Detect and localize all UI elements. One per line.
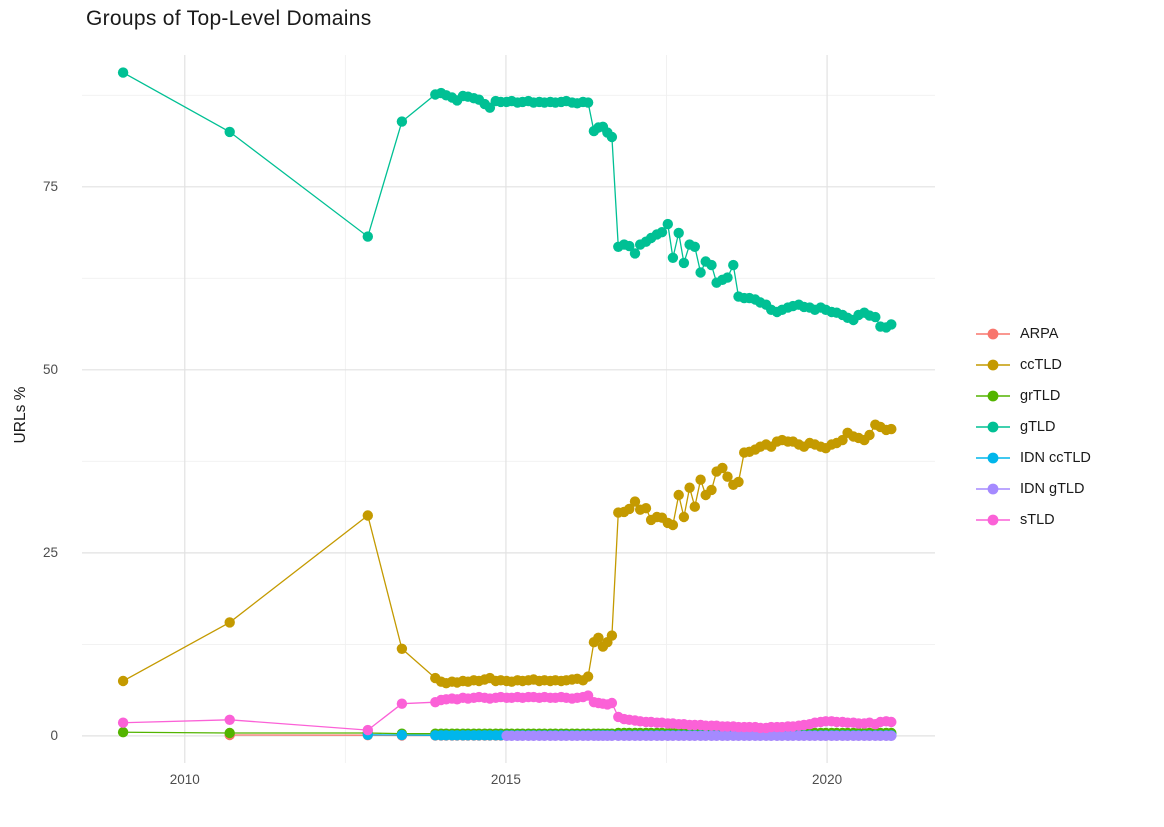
series-point-stld — [396, 698, 408, 709]
series-point-cctld — [689, 501, 700, 512]
series-point-gtld — [396, 116, 408, 127]
series-point-gtld — [117, 67, 129, 78]
series-point-gtld — [629, 248, 641, 259]
legend-key-icon — [976, 452, 1010, 463]
legend-item-gtld: gTLD — [976, 411, 1091, 442]
series-point-gtld — [678, 257, 690, 269]
y-tick-label: 0 — [50, 727, 58, 743]
legend-key-icon — [976, 421, 1010, 432]
series-point-cctld — [593, 632, 604, 643]
series-point-grtld — [117, 727, 129, 738]
x-tick-label: 2010 — [169, 772, 200, 787]
series-point-cctld — [362, 510, 373, 521]
series-point-stld — [117, 717, 129, 728]
series-point-cctld — [733, 476, 744, 488]
series-point-cctld — [224, 617, 235, 628]
series-point-cctld — [673, 489, 684, 501]
legend-label: ccTLD — [1020, 356, 1062, 373]
legend-item-idn-cctld: IDN ccTLD — [976, 442, 1091, 473]
series-line-gtld — [122, 72, 892, 329]
series-point-gtld — [886, 319, 897, 330]
series-point-idn-gtld — [886, 730, 897, 741]
series-point-cctld — [684, 482, 695, 493]
legend-key-icon — [976, 390, 1010, 401]
series-point-gtld — [662, 218, 673, 230]
legend-key-icon — [976, 328, 1010, 339]
legend-label: IDN gTLD — [1020, 480, 1085, 497]
legend: ARPA ccTLD grTLD gTLD IDN ccTLD IDN gTLD sTLD — [976, 318, 1091, 535]
x-tick-label: 2015 — [490, 772, 521, 787]
series-point-cctld — [864, 429, 875, 441]
series-point-cctld — [582, 671, 594, 682]
series-point-gtld — [606, 131, 618, 143]
series-point-cctld — [606, 630, 618, 641]
legend-label: ARPA — [1020, 325, 1059, 342]
series-point-idn-cctld — [396, 729, 408, 741]
series-point-cctld — [695, 474, 706, 485]
legend-label: sTLD — [1020, 511, 1055, 528]
series-point-gtld — [689, 241, 700, 252]
series-point-gtld — [728, 259, 739, 271]
legend-key-icon — [976, 514, 1010, 525]
series-point-gtld — [224, 126, 235, 138]
legend-label: gTLD — [1020, 418, 1056, 435]
series-point-cctld — [886, 423, 897, 435]
series-point-gtld — [624, 240, 635, 252]
legend-key-icon — [976, 359, 1010, 370]
series-point-stld — [886, 716, 897, 728]
series-point-cctld — [722, 471, 733, 482]
y-tick-label: 50 — [42, 361, 58, 377]
series-point-cctld — [640, 503, 652, 514]
series-point-cctld — [117, 675, 129, 687]
series-point-cctld — [396, 643, 408, 654]
x-tick-label: 2020 — [812, 772, 843, 787]
series-point-cctld — [624, 503, 635, 515]
series-point-gtld — [706, 259, 717, 271]
series-point-grtld — [224, 727, 235, 739]
series-point-cctld — [678, 511, 690, 523]
legend-label: grTLD — [1020, 387, 1061, 404]
series-point-gtld — [695, 267, 706, 278]
legend-item-idn-gtld: IDN gTLD — [976, 473, 1091, 504]
series-point-gtld — [656, 227, 668, 238]
series-point-stld — [606, 697, 618, 709]
series-point-cctld — [629, 496, 641, 507]
legend-item-grtld: grTLD — [976, 380, 1091, 411]
y-tick-label: 25 — [42, 544, 58, 560]
y-tick-label: 75 — [42, 178, 58, 194]
series-point-cctld — [717, 462, 728, 474]
legend-label: IDN ccTLD — [1020, 449, 1091, 466]
series-point-gtld — [362, 231, 373, 242]
chart-title: Groups of Top-Level Domains — [86, 7, 372, 30]
series-point-cctld — [667, 519, 679, 531]
series-point-gtld — [667, 252, 679, 263]
series-point-gtld — [582, 97, 594, 108]
series-point-stld — [224, 714, 235, 725]
series-point-gtld — [722, 272, 733, 283]
series-point-gtld — [870, 311, 881, 323]
legend-item-arpa: ARPA — [976, 318, 1091, 349]
legend-key-icon — [976, 483, 1010, 494]
legend-item-stld: sTLD — [976, 504, 1091, 535]
series-point-cctld — [706, 484, 717, 496]
series-point-cctld — [837, 434, 848, 446]
legend-item-cctld: ccTLD — [976, 349, 1091, 380]
series-point-gtld — [673, 227, 684, 239]
series-point-stld — [362, 724, 373, 736]
